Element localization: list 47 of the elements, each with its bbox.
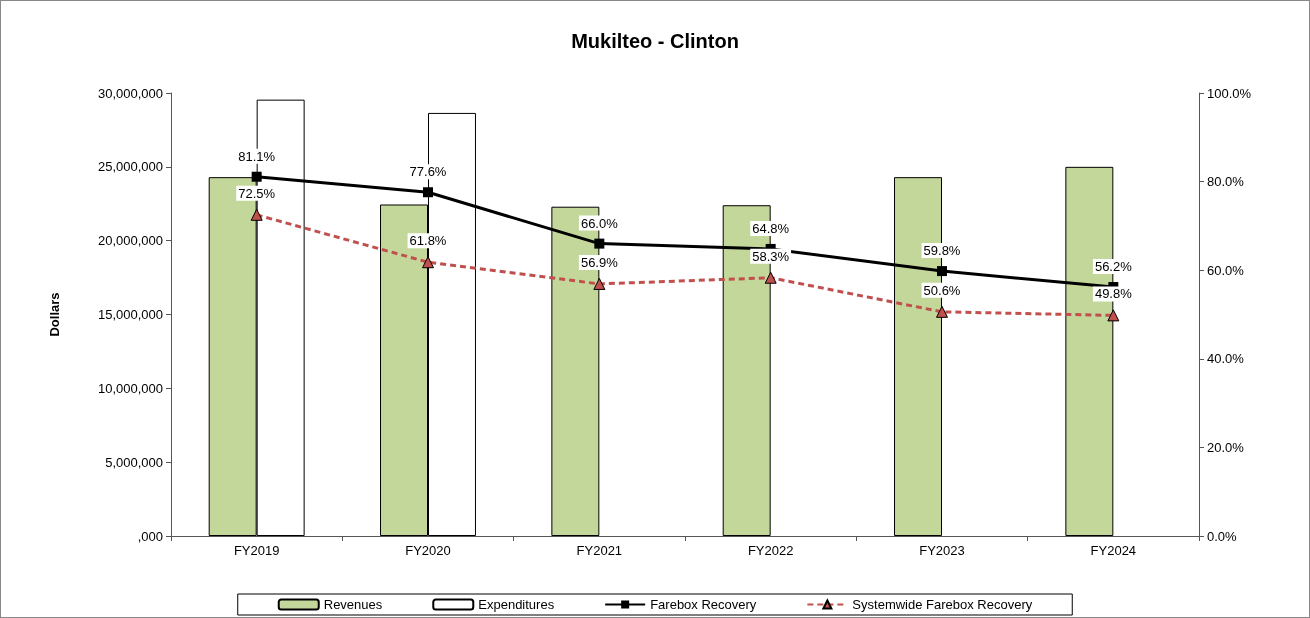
y-tick-label: 10,000,000 [97,380,163,396]
y-axis-title: Dollars [47,292,62,337]
point [422,256,434,269]
legend-label: Revenues [323,597,383,612]
legend-label: Expenditures [478,597,555,612]
x-tick-label: FY2022 [747,543,794,558]
data-label: 77.6% [409,164,447,180]
point [593,277,606,290]
data-label: 58.3% [752,248,790,264]
y-tick-label: 20,000,000 [97,233,163,249]
x-tick-label: FY2021 [576,543,623,558]
point [594,238,605,249]
data-label: 81.1% [238,148,276,164]
data-label: 49.8% [1094,286,1133,302]
x-tick-label: FY2020 [405,543,451,558]
data-label: 56.9% [580,254,619,270]
data-label: 50.6% [923,282,961,298]
x-tick-label: FY2019 [233,543,280,558]
y2-tick-label: 0.0% [1207,528,1238,544]
y2-tick-label: 80.0% [1207,174,1245,190]
legend-label: Systemwide Farebox Recovery [852,597,1033,612]
x-tick-label: FY2023 [919,543,965,558]
y-tick-label: 25,000,000 [97,159,163,175]
x-tick-label: FY2024 [1090,543,1137,558]
point [251,171,262,182]
y2-tick-label: 60.0% [1207,262,1245,278]
data-label: 72.5% [238,185,276,201]
data-label: 56.2% [1094,259,1133,275]
data-label: 61.8% [409,233,447,249]
point [250,208,263,221]
y2-tick-label: 20.0% [1207,439,1245,455]
legend-label: Farebox Recovery [650,597,757,612]
point [1107,309,1120,322]
point [936,305,948,318]
y-tick-label: 15,000,000 [97,307,163,322]
point [937,266,947,277]
y-tick-label: 5,000,000 [105,454,163,470]
point [764,271,777,284]
y2-tick-label: 100.0% [1207,85,1252,101]
y-tick-label: ,000 [137,528,163,544]
data-label: 64.8% [752,220,790,236]
data-label: 59.8% [923,243,961,259]
chart-title: Mukilteo - Clinton [571,30,739,52]
y-tick-label: 30,000,000 [97,85,163,101]
point [423,187,433,198]
y2-tick-label: 40.0% [1207,351,1245,367]
data-label: 66.0% [580,215,619,231]
